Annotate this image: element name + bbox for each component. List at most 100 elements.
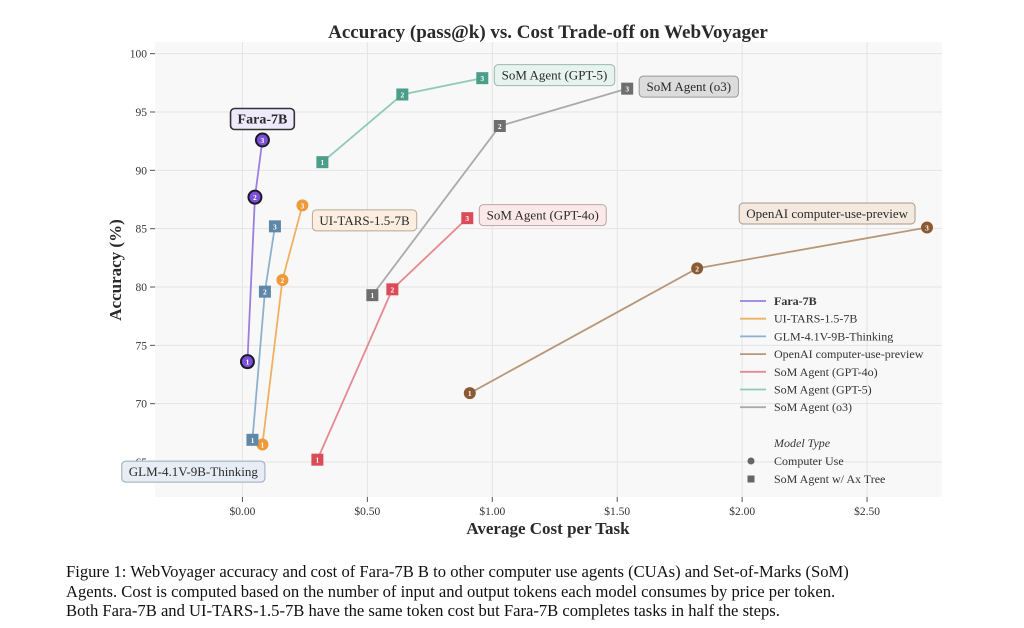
chart-title: Accuracy (pass@k) vs. Cost Trade-off on …	[328, 22, 768, 43]
y-axis-label: Accuracy (%)	[106, 219, 125, 321]
point-label: 3	[625, 85, 629, 94]
data-point	[258, 285, 271, 298]
data-point	[366, 289, 379, 302]
annotation-box	[493, 64, 616, 87]
x-axis-label: Average Cost per Task	[466, 519, 630, 538]
legend-label: SoM Agent (GPT-5)	[774, 383, 872, 397]
x-tick-label: $0.00	[230, 505, 256, 518]
annotation-box	[638, 75, 739, 98]
series-som-agent-gpt-5: 1 2 3	[316, 72, 489, 169]
point-label: 1	[251, 436, 255, 445]
point-label: 1	[321, 158, 325, 167]
annotation-box	[311, 209, 418, 232]
series-som-agent-gpt-4o: 1 2 3	[311, 212, 474, 466]
series-glm-4-1v-9b-thinking: 1 2 3	[246, 220, 281, 446]
series-annotation: UI-TARS-1.5-7B	[311, 209, 418, 232]
data-point	[921, 221, 934, 234]
x-tick-label: $1.00	[479, 505, 505, 518]
point-label: 3	[301, 201, 305, 210]
x-tick-label: $1.50	[604, 505, 630, 518]
annotation-box	[229, 107, 296, 131]
point-label: 3	[925, 224, 929, 233]
data-point	[621, 82, 634, 95]
data-point	[493, 120, 506, 132]
data-point	[476, 72, 489, 85]
data-point	[246, 433, 259, 446]
annotation-label: UI-TARS-1.5-7B	[319, 213, 410, 228]
legend-label: OpenAI computer-use-preview	[774, 347, 924, 361]
legend-label: UI-TARS-1.5-7B	[774, 312, 857, 326]
series-annotation: OpenAI computer-use-preview	[738, 202, 916, 225]
legend-circle-marker	[747, 457, 755, 465]
series-ui-tars-1-5-7b: 1 2 3	[256, 199, 309, 451]
legend-marker-label: SoM Agent w/ Ax Tree	[774, 472, 885, 486]
series-annotation: GLM-4.1V-9B-Thinking	[121, 460, 266, 483]
caption-line: Both Fara-7B and UI-TARS-1.5-7B have the…	[66, 601, 780, 620]
point-label: 2	[695, 264, 699, 273]
legend-square-marker	[747, 475, 755, 483]
point-label: 3	[480, 74, 484, 83]
point-label: 2	[390, 285, 394, 294]
plot-area: 65707580859095100$0.00$0.50$1.00$1.50$2.…	[121, 42, 942, 518]
data-point	[296, 199, 309, 212]
point-label: 2	[400, 91, 404, 100]
accuracy-cost-chart: Accuracy (pass@k) vs. Cost Trade-off on …	[106, 22, 942, 538]
annotation-label: Fara-7B	[238, 113, 288, 128]
annotation-box	[738, 202, 916, 225]
point-label: 2	[498, 122, 502, 131]
legend-marker-title: Model Type	[773, 436, 831, 450]
y-tick-label: 95	[136, 107, 148, 119]
data-point	[239, 354, 255, 370]
series-annotation: SoM Agent (GPT-5)	[493, 64, 616, 87]
series-annotation: SoM Agent (GPT-4o)	[478, 204, 607, 227]
annotation-box	[121, 460, 266, 483]
series-openai-computer-use-preview: 1 2 3	[463, 221, 934, 400]
y-tick-label: 80	[136, 282, 148, 294]
caption-line: Agents. Cost is computed based on the nu…	[66, 581, 836, 601]
legend-marker-label: Computer Use	[774, 454, 844, 468]
annotation-box	[478, 204, 607, 227]
y-tick-label: 90	[136, 165, 148, 177]
data-point	[463, 387, 476, 400]
y-tick-label: 75	[136, 340, 148, 352]
annotation-label: SoM Agent (o3)	[647, 79, 732, 94]
point-label: 2	[263, 288, 267, 297]
data-point	[461, 212, 474, 225]
data-point	[276, 274, 289, 286]
series-annotation: SoM Agent (o3)	[638, 75, 739, 98]
data-point	[691, 262, 704, 275]
x-tick-label: $0.50	[354, 505, 380, 518]
point-label: 1	[246, 358, 250, 367]
point-label: 3	[465, 214, 469, 223]
data-point	[316, 156, 329, 169]
point-label: 1	[316, 456, 320, 465]
data-point	[311, 453, 324, 466]
annotation-label: SoM Agent (GPT-5)	[502, 68, 608, 83]
caption-line: Figure 1: WebVoyager accuracy and cost o…	[66, 562, 849, 581]
point-label: 1	[468, 389, 472, 398]
x-tick-label: $2.50	[854, 505, 880, 518]
point-label: 1	[370, 291, 374, 300]
series-annotation: Fara-7B	[229, 107, 296, 131]
legend: Fara-7B UI-TARS-1.5-7B GLM-4.1V-9B-Thinkin…	[740, 294, 924, 486]
data-point	[256, 438, 269, 451]
data-point	[396, 88, 409, 101]
figure-caption: Figure 1: WebVoyager accuracy and cost o…	[66, 562, 996, 621]
legend-label: SoM Agent (o3)	[774, 400, 852, 414]
annotation-label: OpenAI computer-use-preview	[746, 206, 908, 221]
legend-label: GLM-4.1V-9B-Thinking	[774, 329, 893, 343]
legend-label: SoM Agent (GPT-4o)	[774, 365, 878, 379]
data-point	[386, 283, 399, 296]
data-point	[247, 189, 263, 205]
legend-label: Fara-7B	[774, 294, 817, 308]
y-tick-label: 70	[136, 399, 148, 411]
x-tick-label: $2.00	[729, 505, 755, 518]
data-point	[268, 220, 281, 233]
point-label: 2	[281, 276, 285, 285]
point-label: 3	[261, 136, 265, 145]
annotation-label: SoM Agent (GPT-4o)	[487, 208, 599, 223]
point-label: 1	[261, 441, 265, 450]
point-label: 3	[273, 222, 277, 231]
y-tick-label: 100	[130, 49, 148, 61]
y-tick-label: 85	[136, 224, 148, 236]
